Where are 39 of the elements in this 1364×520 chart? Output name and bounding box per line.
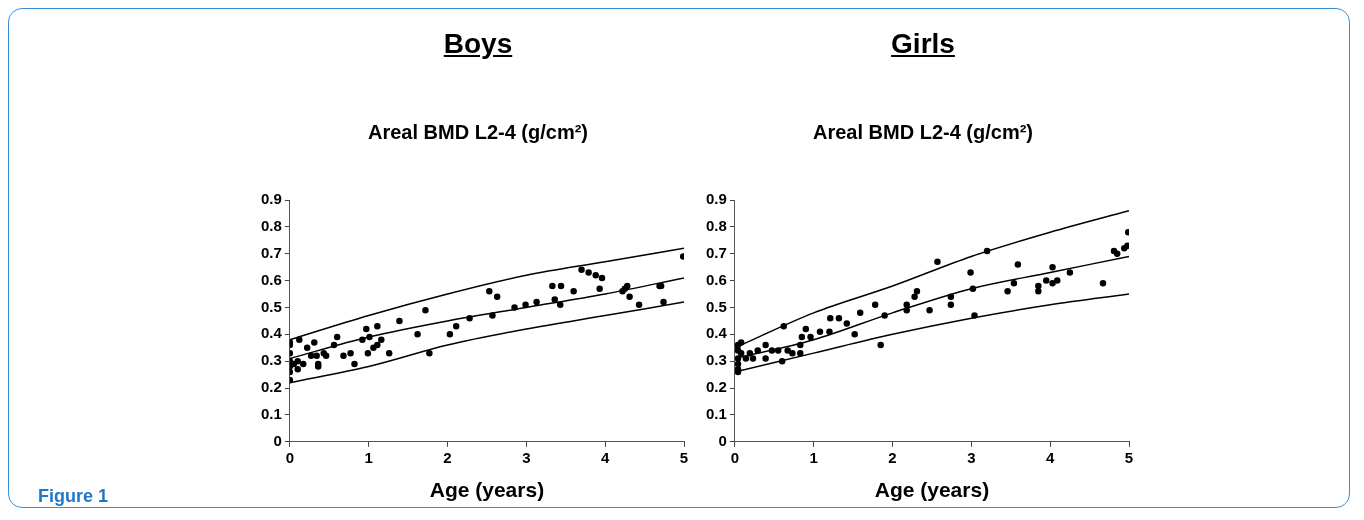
- x-tick-label: 1: [364, 448, 373, 466]
- caption: Figure 1: [38, 486, 109, 507]
- chart-title: Boys: [442, 28, 514, 60]
- chart-subtitle: Areal BMD L2-4 (g/cm²): [812, 121, 1034, 144]
- y-tick-label: 0.1: [705, 405, 727, 423]
- x-tick-label: 0: [730, 448, 740, 466]
- x-axis-title: Age (years): [429, 478, 545, 502]
- y-tick-label: 0.5: [260, 297, 282, 315]
- x-tick-label: 3: [967, 448, 976, 466]
- y-tick-label: 0.6: [705, 270, 727, 288]
- y-tick-label: 0.8: [260, 217, 282, 235]
- y-tick-label: 0.4: [260, 324, 283, 342]
- y-tick-label: 0.1: [260, 405, 282, 423]
- y-tick-label: 0.9: [705, 190, 727, 208]
- chart-subtitle: Areal BMD L2-4 (g/cm²): [367, 121, 589, 144]
- x-tick-label: 5: [679, 448, 689, 466]
- x-tick-label: 4: [601, 448, 610, 466]
- x-tick-label: 0: [285, 448, 295, 466]
- x-tick-label: 5: [1124, 448, 1134, 466]
- y-tick-label: 0.8: [705, 217, 727, 235]
- x-tick-label: 2: [888, 448, 897, 466]
- y-tick-label: 0.6: [260, 270, 282, 288]
- y-tick-label: 0.2: [260, 378, 282, 396]
- x-tick-label: 3: [522, 448, 531, 466]
- y-tick-label: 0: [718, 431, 727, 449]
- y-tick-label: 0.2: [705, 378, 727, 396]
- y-tick-label: 0.5: [705, 297, 727, 315]
- x-tick-label: 4: [1046, 448, 1055, 466]
- y-tick-label: 0.3: [260, 351, 282, 369]
- y-tick-label: 0.9: [260, 190, 282, 208]
- x-tick-label: 1: [809, 448, 818, 466]
- y-tick-label: 0.4: [705, 324, 728, 342]
- y-tick-label: 0: [273, 431, 282, 449]
- y-tick-label: 0.7: [705, 243, 727, 261]
- x-tick-label: 2: [443, 448, 452, 466]
- y-tick-label: 0.3: [705, 351, 727, 369]
- chart-title: Girls: [890, 28, 956, 60]
- y-tick-label: 0.7: [260, 243, 282, 261]
- x-axis-title: Age (years): [874, 478, 990, 502]
